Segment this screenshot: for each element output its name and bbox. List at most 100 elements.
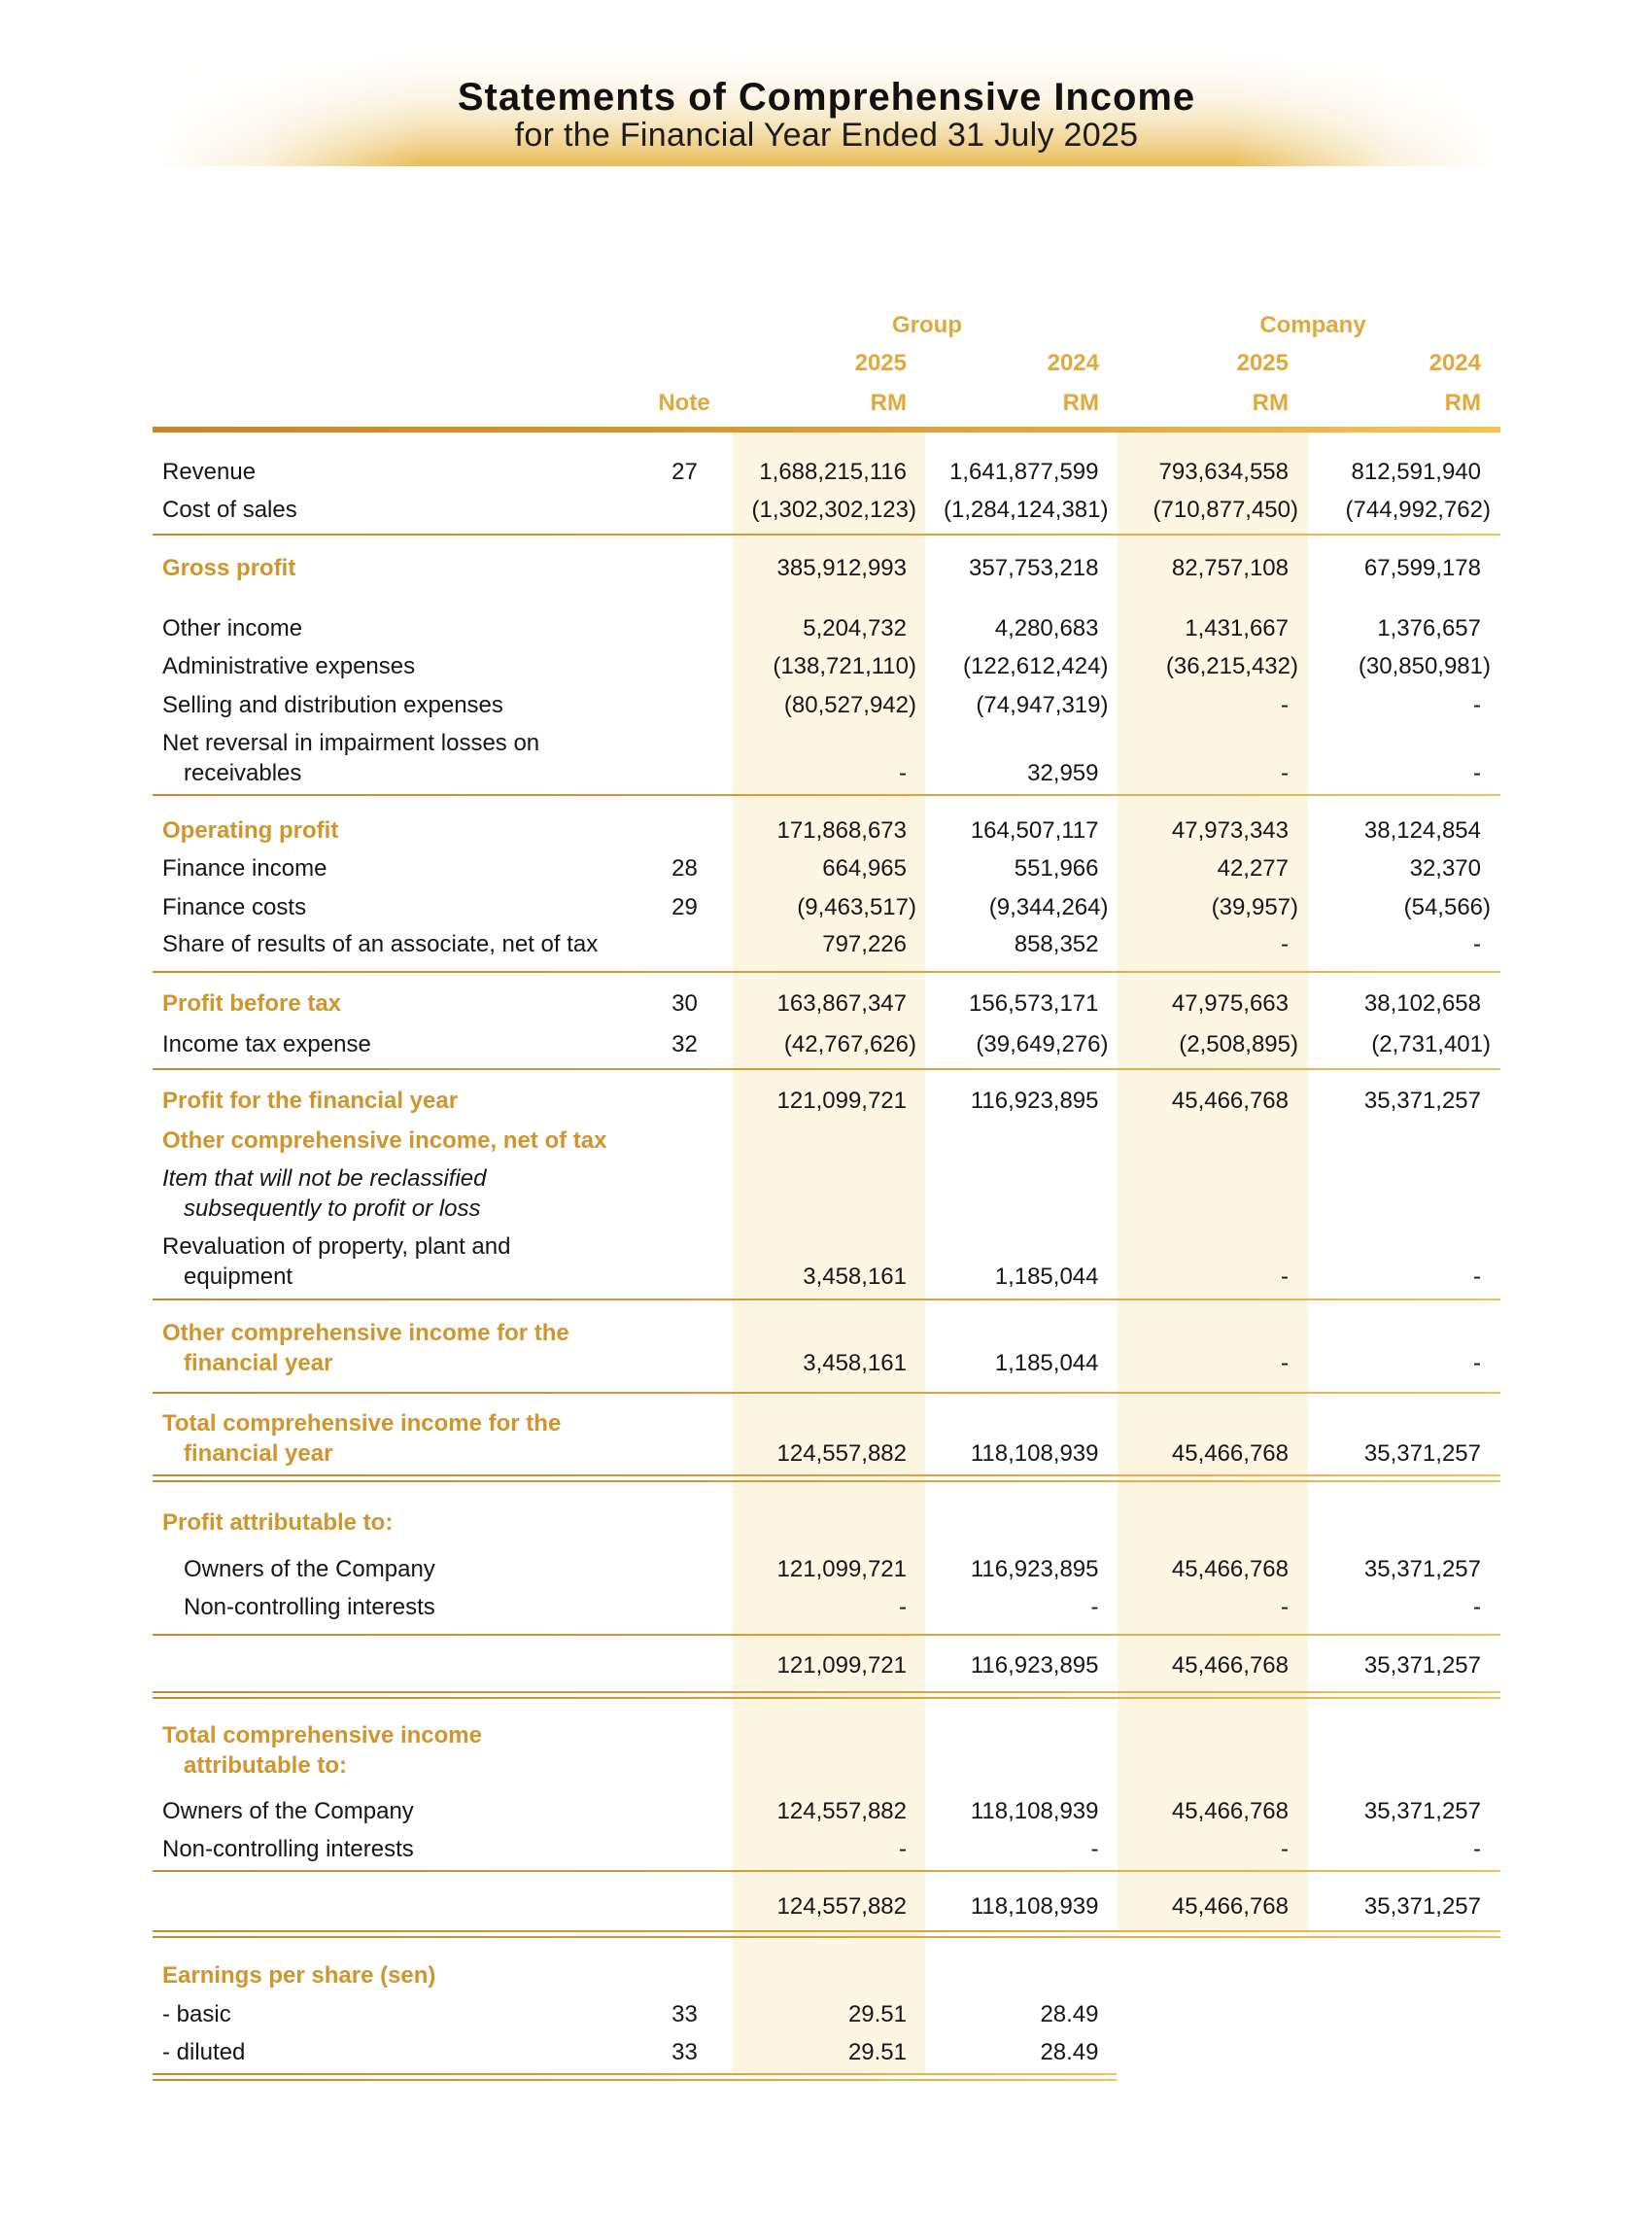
row-value: 3,458,161 [803,1263,907,1290]
rule-3 [153,971,1500,973]
row-value: 385,912,993 [776,554,907,581]
row-value: (9,463,517) [797,893,916,920]
row-value: - [1473,759,1481,786]
column-rm-company-2024: RM [1444,390,1481,416]
row-value: (30,850,981) [1358,652,1491,679]
rule-2 [153,794,1500,796]
row-label: Income tax expense [162,1029,371,1059]
table-row-eps-basic: - basic 33 29.51 28.49 [0,1999,1652,2029]
row-value: 35,371,257 [1363,1892,1481,1920]
row-label-line: - basic [162,2000,231,2027]
row-value: (2,731,401) [1371,1030,1491,1057]
row-value: 664,965 [822,854,907,882]
row-label: - diluted [162,2037,245,2067]
row-value: 35,371,257 [1363,1087,1481,1114]
row-value: 32,959 [1027,759,1099,786]
column-year-company-2024: 2024 [1428,350,1481,376]
row-value: 357,753,218 [969,554,1099,581]
table-row-share-of-results-associate: Share of results of an associate, net of… [0,929,1652,959]
row-value: (9,344,264) [988,893,1109,920]
row-value: 121,099,721 [776,1651,907,1679]
row-value: 124,557,882 [776,1439,907,1467]
row-label: Cost of sales [162,495,297,525]
row-label-line: Revaluation of property, plant and [162,1232,511,1260]
row-value: 45,466,768 [1171,1892,1289,1920]
row-note: 33 [671,2038,698,2065]
row-label-line: Non-controlling interests [162,1835,414,1862]
row-value: 67,599,178 [1363,554,1481,581]
rule-1 [153,534,1500,536]
row-value: 35,371,257 [1363,1651,1481,1679]
page-title: Statements of Comprehensive Income [457,76,1196,119]
row-label-line: Other income [162,614,303,641]
table-row-profit-attributable-heading: Profit attributable to: [0,1507,1652,1538]
row-value: (138,721,110) [773,652,916,679]
row-label-line: Finance costs [162,893,307,920]
table-row-tci-owners: Owners of the Company 124,557,882 118,108,… [0,1796,1652,1826]
rule-6 [153,1392,1500,1394]
row-value: (2,508,895) [1179,1030,1298,1057]
header-gradient-band [153,49,1500,166]
row-label: Gross profit [162,553,295,583]
row-value: - [1281,691,1289,718]
row-label: Total comprehensive income for the financ… [162,1408,561,1469]
row-value: - [899,1593,907,1620]
row-value: - [1473,930,1481,957]
column-year-group-2024: 2024 [1047,350,1099,376]
row-label: Revaluation of property, plant and equipm… [162,1231,510,1292]
table-row-profit-nci: Non-controlling interests - - - - [0,1592,1652,1622]
table-row-total-comprehensive-income-year: Total comprehensive income for the financ… [0,1408,1652,1469]
row-value: - [1281,1349,1289,1376]
row-note: 28 [671,854,698,882]
rule-12 [153,1870,1500,1872]
row-value: 118,108,939 [970,1892,1099,1920]
row-value: 35,371,257 [1363,1797,1481,1824]
row-value: 551,966 [1014,854,1099,882]
row-value: 4,280,683 [994,614,1099,641]
row-label-line: Finance income [162,854,327,882]
rule-10 [153,1691,1500,1693]
column-year-group-2025: 2025 [854,350,907,376]
table-row-oci-net-of-tax: Other comprehensive income, net of tax [0,1125,1652,1156]
row-value: 124,557,882 [776,1797,907,1824]
row-label: Net reversal in impairment losses on rece… [162,728,539,788]
row-note: 32 [671,1030,698,1057]
table-row-revenue: Revenue 27 1,688,215,116 1,641,877,599 793,6… [0,457,1652,487]
column-rm-group-2025: RM [870,390,907,416]
table-row-eps-diluted: - diluted 33 29.51 28.49 [0,2037,1652,2067]
row-label-line: Owners of the Company [184,1555,435,1582]
row-label-line: Other comprehensive income, net of tax [162,1126,607,1154]
row-value: - [1090,1835,1099,1862]
table-row-income-tax-expense: Income tax expense 32 (42,767,626) (39,649,… [0,1029,1652,1059]
row-value: (54,566) [1403,893,1491,920]
row-label-line: Cost of sales [162,496,297,523]
table-row-profit-owners: Owners of the Company 121,099,721 116,923,… [0,1554,1652,1584]
row-label-line: Net reversal in impairment losses on [162,729,540,756]
row-label-line: Profit for the financial year [162,1087,459,1114]
table-row-oci-for-year: Other comprehensive income for the financ… [0,1318,1652,1378]
row-value: 116,923,895 [970,1651,1099,1679]
row-value: (1,284,124,381) [944,496,1109,523]
table-row-administrative-expenses: Administrative expenses (138,721,110) (122… [0,651,1652,681]
table-row-other-income: Other income 5,204,732 4,280,683 1,431,667 1… [0,613,1652,643]
row-value: (710,877,450) [1153,496,1298,523]
row-value: - [1473,1349,1481,1376]
row-value: - [1281,930,1289,957]
row-value: 121,099,721 [776,1087,907,1114]
row-label-line: Share of results of an associate, net of… [162,930,599,957]
table-row-finance-income: Finance income 28 664,965 551,966 42,277 32,3… [0,853,1652,883]
row-value: 797,226 [822,930,907,957]
row-value: 121,099,721 [776,1555,907,1582]
row-label: Other comprehensive income for the financ… [162,1318,569,1378]
row-value: 171,868,673 [776,816,907,844]
row-value: 1,431,667 [1185,614,1289,641]
row-value: - [1473,1835,1481,1862]
row-value: 28.49 [1040,2000,1099,2027]
rule-11 [153,1696,1500,1699]
row-label: Operating profit [162,815,338,846]
row-value: - [1473,691,1481,718]
table-row-net-reversal-impairment: Net reversal in impairment losses on rece… [0,728,1652,788]
row-value: - [1090,1593,1099,1620]
row-label: - basic [162,1999,231,2029]
row-label: Profit for the financial year [162,1086,458,1116]
